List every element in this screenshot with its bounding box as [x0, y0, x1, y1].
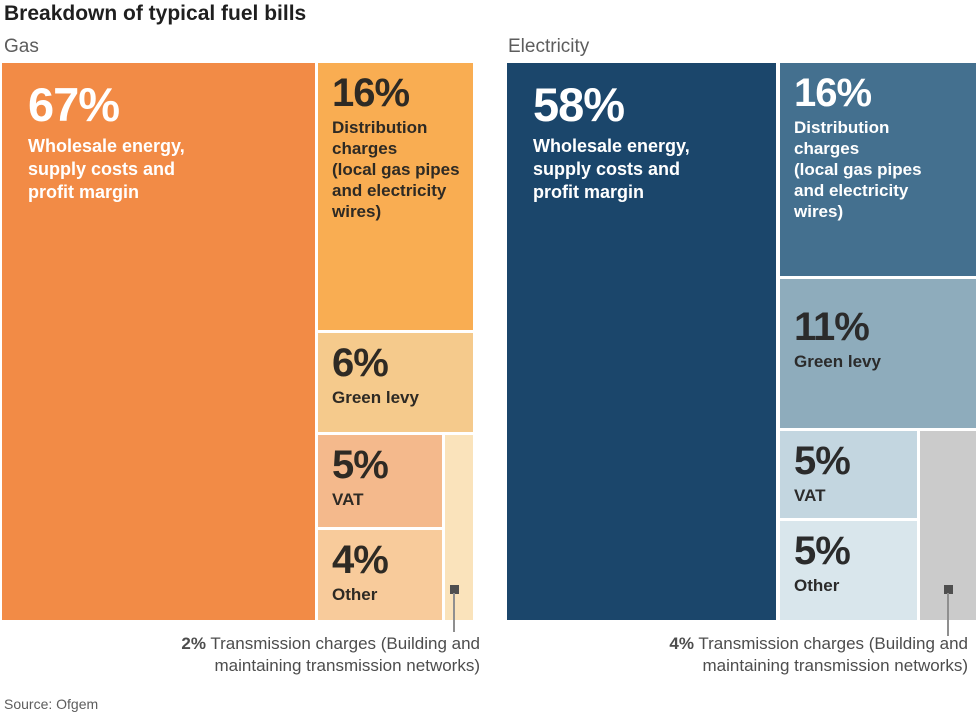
electricity-segment-green-levy: 11% Green levy: [780, 279, 976, 428]
segment-value: 5%: [794, 529, 851, 573]
segment-value: 16%: [794, 71, 872, 115]
gas-callout-marker-icon: [450, 585, 459, 594]
segment-value: 5%: [332, 443, 389, 487]
segment-label: Wholesale energy, supply costs and profi…: [28, 135, 185, 202]
segment-label: Wholesale energy, supply costs and profi…: [533, 135, 690, 202]
electricity-callout-marker-icon: [944, 585, 953, 594]
gas-segment-green-levy: 6% Green levy: [318, 333, 473, 432]
segment-label: Distribution charges (local gas pipes an…: [794, 117, 922, 221]
gas-segment-transmission: [445, 435, 473, 620]
gas-transmission-callout: 2% Transmission charges (Building and ma…: [96, 633, 480, 677]
segment-value: 6%: [332, 341, 389, 385]
electricity-segment-other: 5% Other: [780, 521, 917, 620]
electricity-segment-distribution: 16% Distribution charges (local gas pipe…: [780, 63, 976, 276]
gas-segment-other: 4% Other: [318, 530, 442, 620]
segment-label: Other: [794, 575, 840, 595]
electricity-segment-wholesale: 58% Wholesale energy, supply costs and p…: [507, 63, 776, 620]
segment-label: Distribution charges (local gas pipes an…: [332, 117, 460, 221]
gas-callout-leader-line: [453, 593, 455, 632]
electricity-treemap: 58% Wholesale energy, supply costs and p…: [507, 63, 976, 620]
gas-treemap: 67% Wholesale energy, supply costs and p…: [2, 63, 473, 620]
callout-value: 4%: [669, 634, 694, 653]
segment-value: 4%: [332, 538, 389, 582]
page-title: Breakdown of typical fuel bills: [4, 2, 307, 25]
segment-value: 67%: [28, 78, 120, 131]
callout-text: Transmission charges (Building and maint…: [698, 634, 968, 675]
chart-title-electricity: Electricity: [508, 36, 590, 57]
segment-value: 16%: [332, 71, 410, 115]
callout-value: 2%: [181, 634, 206, 653]
segment-label: VAT: [332, 489, 364, 509]
gas-segment-vat: 5% VAT: [318, 435, 442, 527]
segment-label: Green levy: [794, 351, 881, 371]
segment-label: Green levy: [332, 387, 419, 407]
electricity-segment-vat: 5% VAT: [780, 431, 917, 518]
gas-segment-distribution: 16% Distribution charges (local gas pipe…: [318, 63, 473, 330]
segment-value: 58%: [533, 78, 625, 131]
segment-value: 11%: [794, 305, 870, 349]
chart-title-gas: Gas: [4, 36, 39, 57]
source-credit: Source: Ofgem: [4, 696, 99, 712]
electricity-callout-leader-line: [947, 593, 949, 636]
electricity-transmission-callout: 4% Transmission charges (Building and ma…: [586, 633, 968, 677]
segment-label: Other: [332, 584, 378, 604]
gas-segment-wholesale: 67% Wholesale energy, supply costs and p…: [2, 63, 315, 620]
segment-value: 5%: [794, 439, 851, 483]
segment-label: VAT: [794, 485, 826, 505]
callout-text: Transmission charges (Building and maint…: [210, 634, 480, 675]
